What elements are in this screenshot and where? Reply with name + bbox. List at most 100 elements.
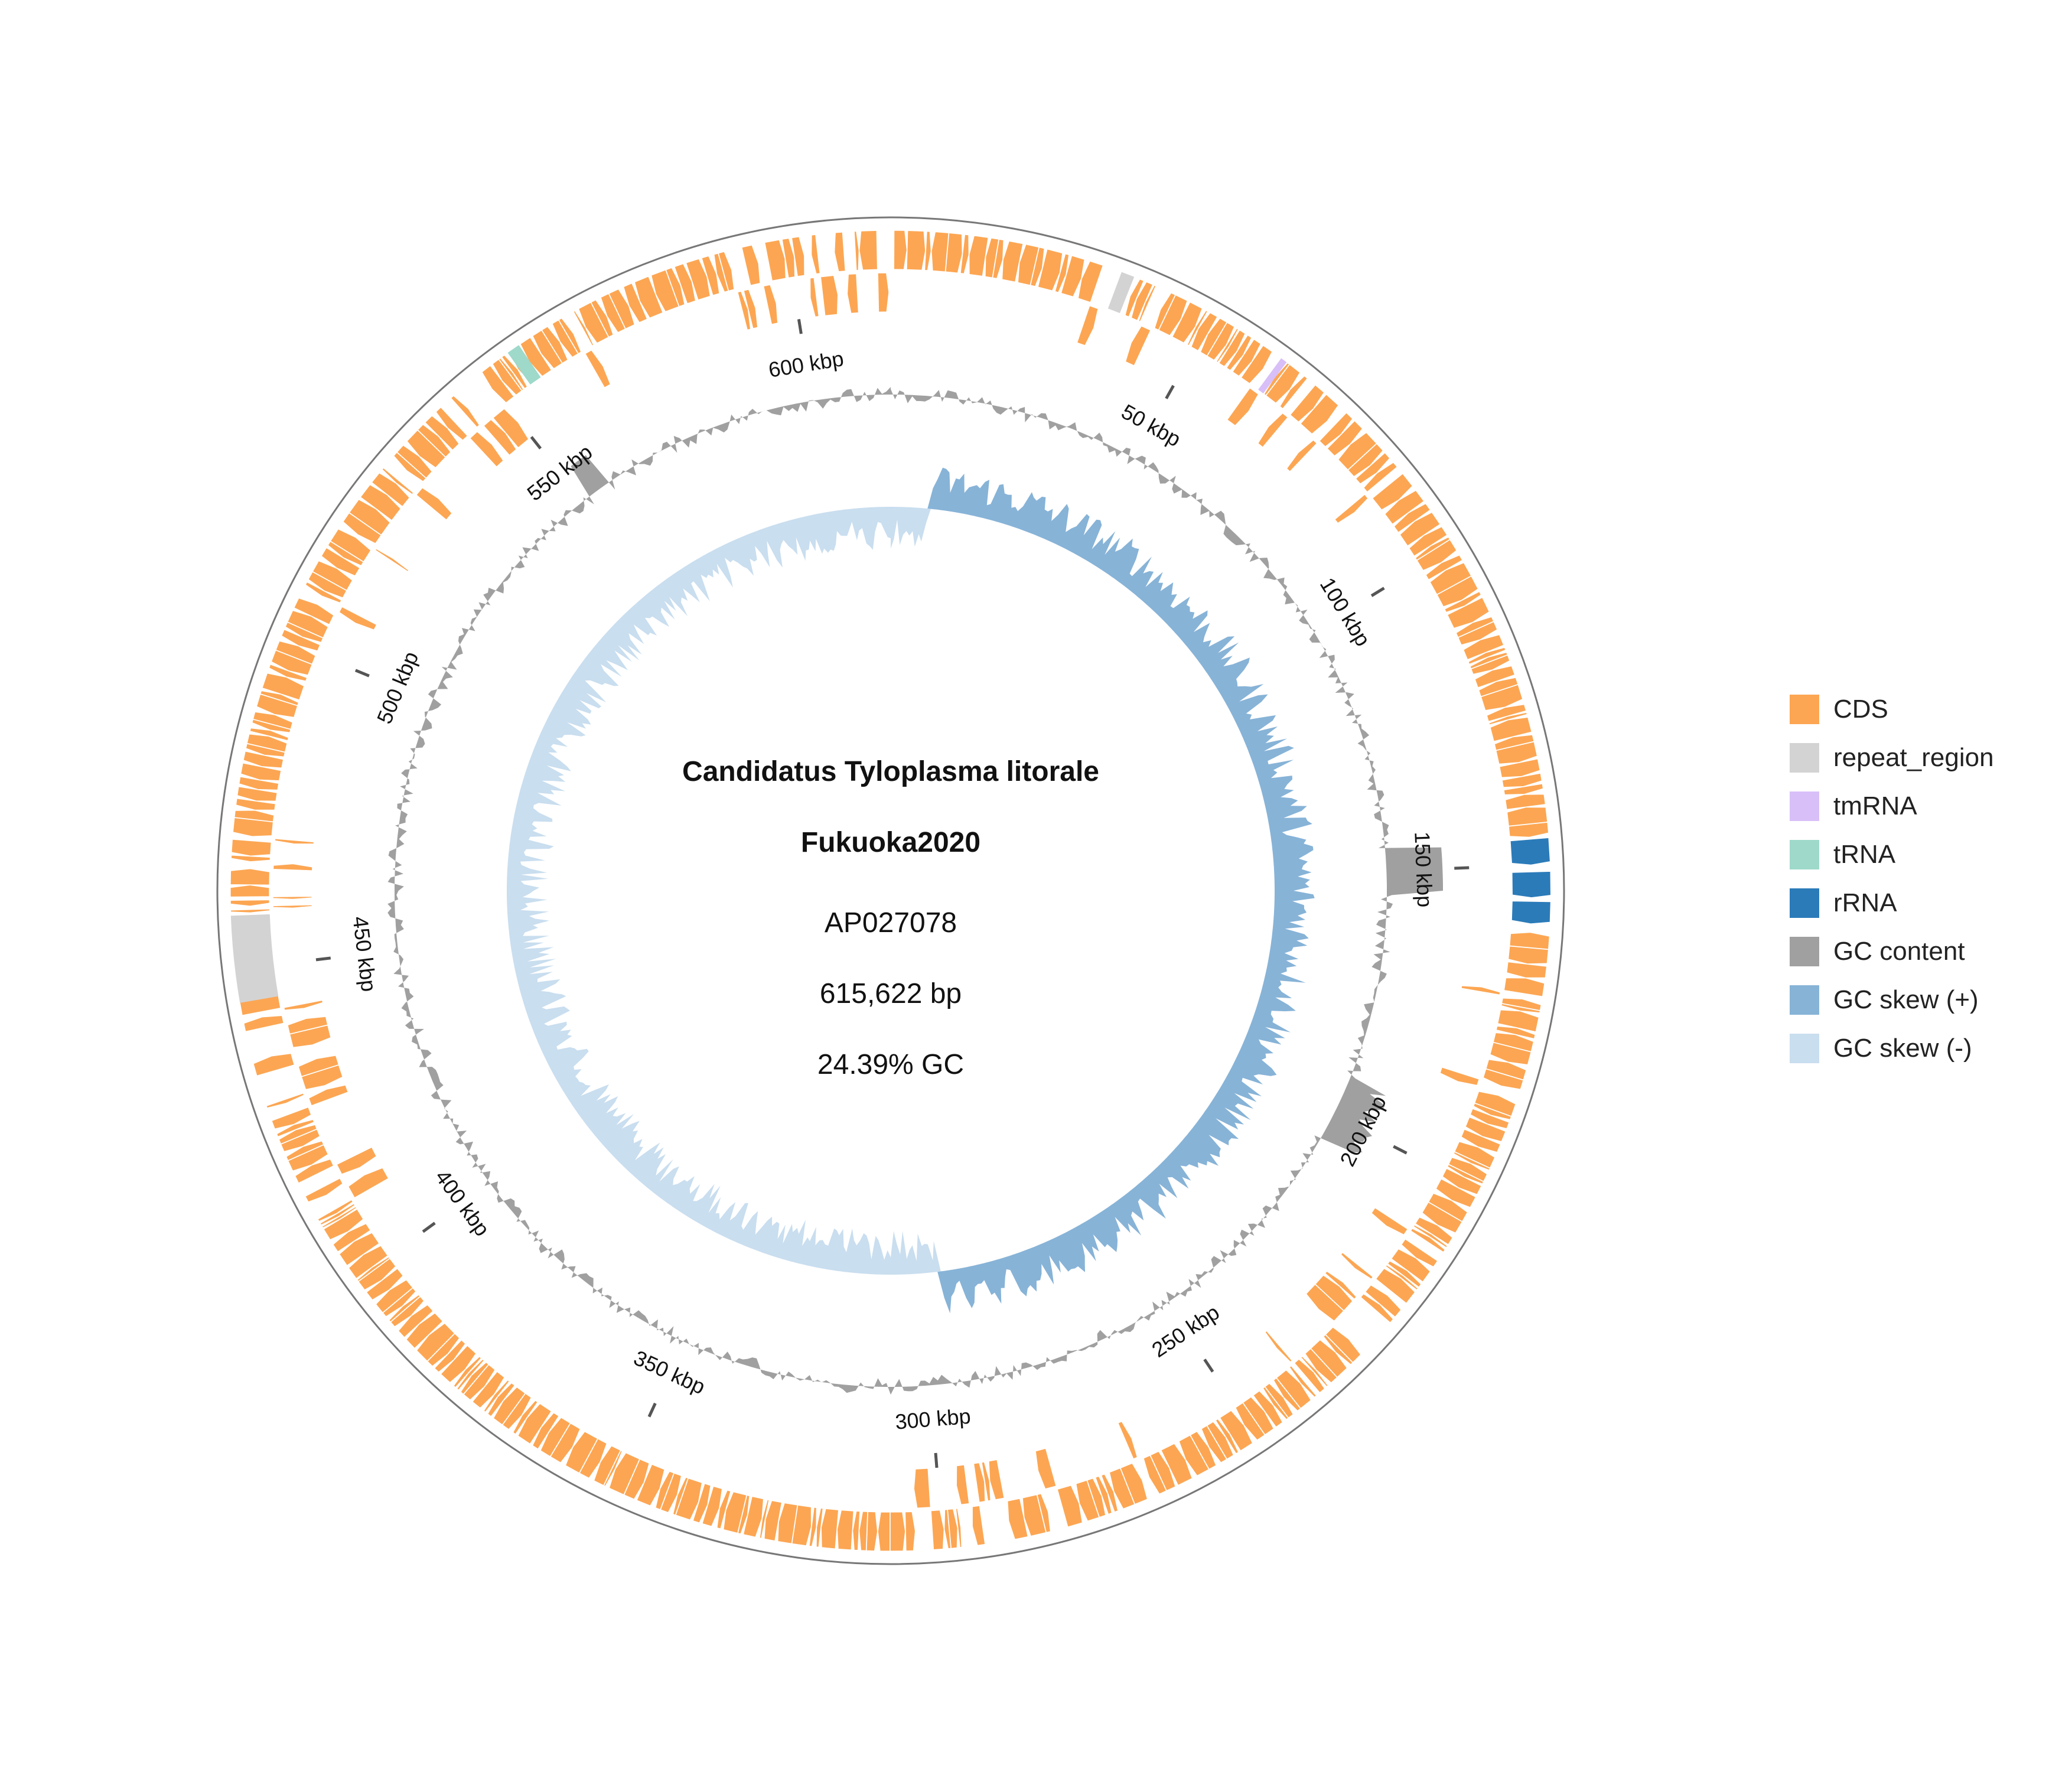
cds-feature xyxy=(1371,1207,1408,1236)
cds-feature xyxy=(1076,305,1099,346)
legend-item: tRNA xyxy=(1790,830,1994,879)
tick-label: 500 kbp xyxy=(372,648,423,727)
tick-mark xyxy=(1165,385,1175,399)
cds-feature xyxy=(1496,741,1538,765)
cds-feature xyxy=(820,1508,839,1549)
cds-feature xyxy=(1118,1421,1138,1460)
cds-feature xyxy=(737,291,751,331)
cds-feature xyxy=(877,1512,891,1552)
cds-feature xyxy=(1077,260,1104,303)
legend-item: tmRNA xyxy=(1790,782,1994,830)
cds-feature xyxy=(1076,1480,1100,1522)
cds-feature xyxy=(1226,387,1259,426)
cds-feature xyxy=(593,1445,621,1486)
cds-feature xyxy=(252,711,294,730)
cds-feature xyxy=(913,1468,931,1509)
cds-feature xyxy=(1007,1498,1029,1540)
cds-feature xyxy=(1030,246,1045,287)
cds-feature xyxy=(487,1382,516,1417)
cds-feature xyxy=(1334,494,1369,524)
cds-feature xyxy=(276,1119,315,1138)
cds-feature xyxy=(348,1245,389,1279)
cds-feature xyxy=(741,245,761,286)
cds-feature xyxy=(450,395,480,428)
cds-feature xyxy=(1360,1293,1394,1324)
cds-feature xyxy=(655,1471,675,1510)
legend-label: GC skew (+) xyxy=(1833,985,1979,1014)
tick-label: 300 kbp xyxy=(894,1404,972,1434)
cds-feature xyxy=(1490,1042,1532,1066)
trna-feature xyxy=(507,345,541,385)
cds-feature xyxy=(565,1431,598,1474)
cds-feature xyxy=(1470,1108,1510,1129)
cds-feature xyxy=(230,908,271,913)
cds-feature xyxy=(375,1279,413,1314)
tick-label: 450 kbp xyxy=(348,915,381,993)
cds-feature xyxy=(284,999,324,1011)
cds-feature xyxy=(1265,364,1301,404)
organism-title: Candidatus Tyloplasma litorale xyxy=(682,756,1099,787)
cds-feature xyxy=(1507,946,1549,965)
legend-item: repeat_region xyxy=(1790,734,1994,782)
cds-feature xyxy=(723,1491,747,1534)
cds-feature xyxy=(764,1500,783,1542)
cds-feature xyxy=(859,1511,868,1551)
cds-feature xyxy=(1400,1238,1438,1268)
legend-item: CDS xyxy=(1790,685,1994,734)
cds-feature xyxy=(1109,1467,1135,1510)
legend-swatch xyxy=(1790,840,1819,869)
cds-feature xyxy=(286,610,329,639)
cds-feature xyxy=(1219,330,1246,367)
legend-label: GC content xyxy=(1833,937,1965,966)
repeat-region-feature xyxy=(1107,272,1135,314)
cds-feature xyxy=(272,896,312,900)
legend-item: GC skew (-) xyxy=(1790,1024,1994,1073)
legend-label: CDS xyxy=(1833,695,1888,724)
cds-feature xyxy=(406,1312,444,1349)
cds-feature xyxy=(1473,1103,1512,1120)
cds-feature xyxy=(234,810,275,822)
cds-track xyxy=(230,230,1550,1552)
cds-feature xyxy=(230,868,271,885)
cds-feature xyxy=(701,255,720,296)
cds-feature xyxy=(930,1510,944,1550)
cds-feature xyxy=(298,1055,340,1077)
cds-feature xyxy=(246,734,288,753)
cds-feature xyxy=(973,1462,986,1503)
rrna-feature xyxy=(1509,836,1551,866)
cds-feature xyxy=(1483,1069,1524,1090)
cds-feature xyxy=(272,904,312,908)
cds-feature xyxy=(1289,384,1325,423)
cds-feature xyxy=(230,884,270,898)
cds-feature xyxy=(512,1400,539,1435)
cds-feature xyxy=(398,1304,434,1338)
cds-feature xyxy=(356,1256,390,1282)
cds-feature xyxy=(498,357,524,392)
tick-mark xyxy=(934,1452,939,1468)
cds-feature xyxy=(1257,412,1289,448)
legend-swatch xyxy=(1790,937,1819,966)
cds-feature xyxy=(517,1403,552,1445)
cds-feature xyxy=(1232,338,1262,377)
legend-swatch xyxy=(1790,888,1819,918)
cds-feature xyxy=(266,1093,305,1109)
cds-feature xyxy=(347,1167,389,1198)
cds-feature xyxy=(573,310,594,347)
cds-feature xyxy=(1347,443,1384,477)
cds-feature xyxy=(945,232,963,273)
cds-feature xyxy=(336,1146,377,1175)
cds-feature xyxy=(1461,1129,1501,1153)
center-labels: Candidatus Tyloplasma litorale Fukuoka20… xyxy=(682,756,1099,1080)
cds-feature xyxy=(417,424,451,458)
tick-mark xyxy=(797,319,803,334)
cds-feature xyxy=(960,234,969,275)
cds-feature xyxy=(820,275,839,316)
cds-feature xyxy=(330,528,372,562)
cds-feature xyxy=(992,239,1004,279)
cds-feature xyxy=(836,1510,854,1550)
cds-feature xyxy=(312,560,353,591)
cds-feature xyxy=(1289,1365,1317,1398)
cds-feature xyxy=(853,230,859,271)
cds-feature xyxy=(1508,822,1549,838)
